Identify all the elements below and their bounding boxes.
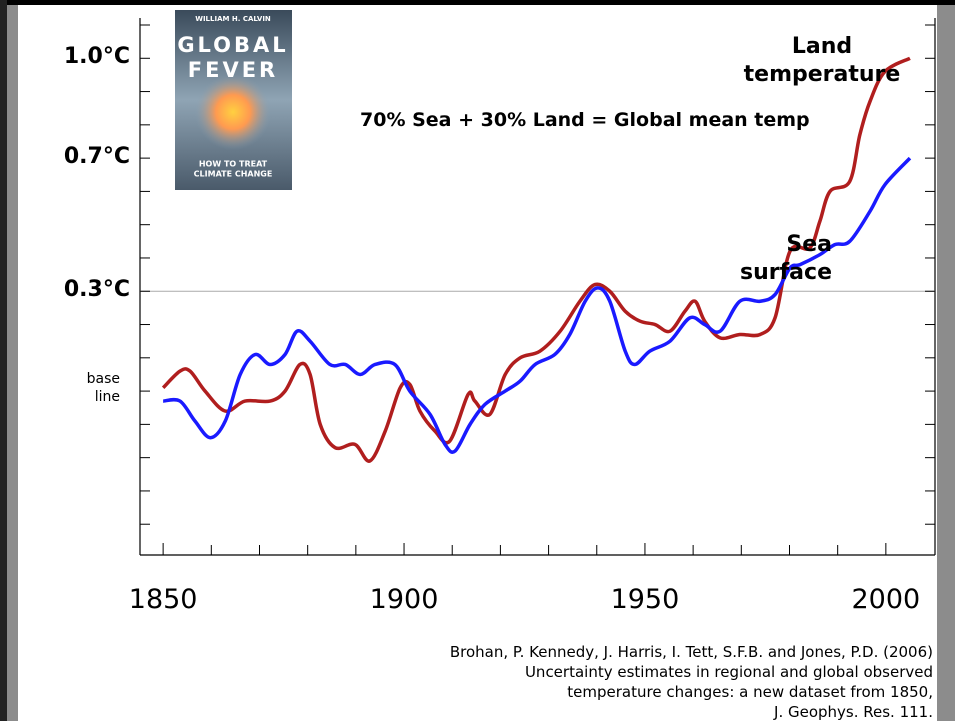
y-tick-label: base line	[86, 371, 120, 405]
y-tick-label: 0.3°C	[63, 277, 130, 303]
series-label: Land temperature	[743, 34, 901, 87]
series-label: Sea surface	[740, 232, 832, 285]
y-tick-label: 1.0°C	[63, 44, 130, 70]
book-cover	[175, 10, 292, 190]
y-tick-label: 0.7°C	[63, 144, 130, 170]
top-border	[0, 0, 955, 5]
book-title: FEVER	[188, 58, 278, 82]
book-author: WILLIAM H. CALVIN	[195, 15, 271, 23]
book-title: GLOBAL	[177, 33, 288, 57]
x-tick-label: 1950	[610, 584, 680, 615]
citation-line: Uncertainty estimates in regional and gl…	[524, 663, 933, 681]
book-subtitle: CLIMATE CHANGE	[194, 170, 273, 179]
x-tick-label: 2000	[851, 584, 921, 615]
annotation: 70% Sea + 30% Land = Global mean temp	[360, 109, 810, 131]
left-bar	[7, 5, 18, 721]
series-line	[162, 156, 912, 454]
citation-line: temperature changes: a new dataset from …	[567, 683, 933, 701]
citation-line: Brohan, P. Kennedy, J. Harris, I. Tett, …	[449, 643, 933, 661]
x-tick-label: 1850	[128, 584, 198, 615]
right-bar	[937, 5, 955, 721]
series-line	[161, 56, 911, 463]
left-border	[0, 0, 7, 721]
book-subtitle: HOW TO TREAT	[199, 160, 268, 169]
book-glow	[195, 74, 271, 150]
x-tick-label: 1900	[369, 584, 439, 615]
citation-line: J. Geophys. Res. 111.	[774, 703, 933, 721]
